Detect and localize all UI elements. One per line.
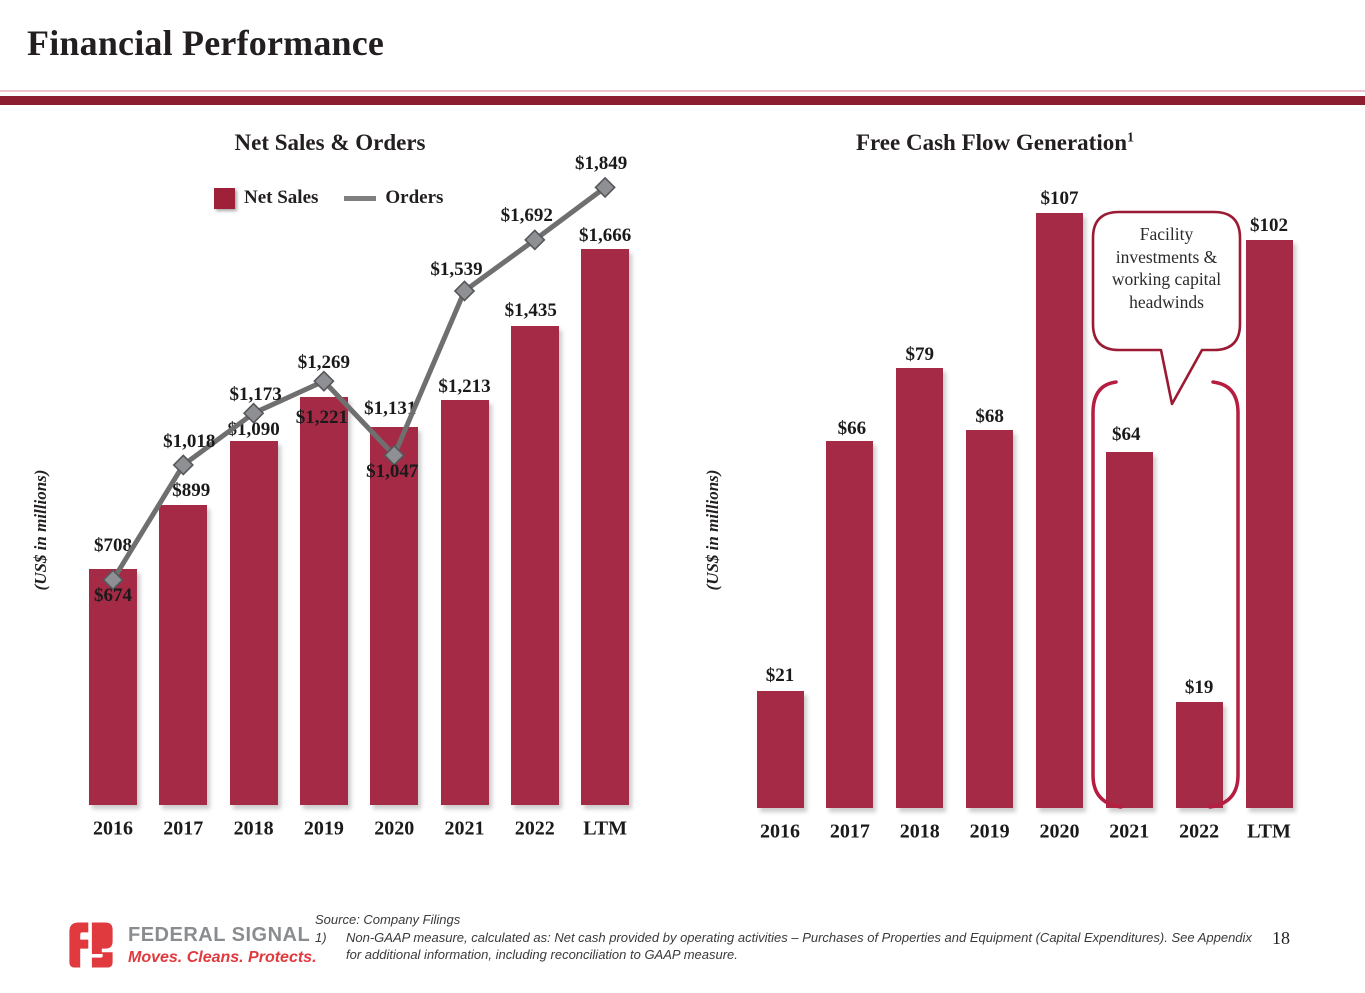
x-label-fcf-2019: 2019 [969, 820, 1010, 843]
bar-value-fcf-2019: $68 [975, 405, 1004, 427]
logo-tagline: Moves. Cleans. Protects. [128, 948, 317, 966]
bar-value-ns-2022: $1,435 [504, 299, 557, 321]
bar-fcf-2016 [756, 691, 804, 808]
x-label-fcf-LTM: LTM [1247, 820, 1291, 843]
diamond-marker-2022 [524, 229, 546, 251]
fcf-chart-title: Free Cash Flow Generation1 [755, 130, 1235, 156]
diamond-marker-2017 [172, 454, 194, 476]
bar-value-ns-2018: $1,090 [227, 418, 280, 440]
logo-text-block: FEDERAL SIGNAL Moves. Cleans. Protects. [128, 924, 317, 967]
bar-fcf-LTM [1245, 240, 1293, 808]
bar-value-ns-LTM: $1,666 [578, 224, 632, 246]
fcf-title-text: Free Cash Flow Generation [855, 130, 1128, 155]
source-line: Source: Company Filings [315, 912, 461, 927]
x-label-fcf-2021: 2021 [1109, 820, 1150, 843]
footnote-number: 1) [315, 930, 327, 945]
x-label-ns-2016: 2016 [93, 817, 133, 840]
page-number: 18 [1272, 928, 1290, 948]
net-sales-orders-chart-title: Net Sales & Orders [90, 130, 570, 156]
diamond-marker-2021 [453, 280, 476, 302]
legend-orders-label: Orders [385, 187, 444, 208]
line-value-ns-LTM: $1,849 [574, 153, 628, 175]
x-label-ns-2020: 2020 [374, 817, 415, 840]
bar-value-ns-2016: $708 [94, 534, 132, 556]
x-label-ns-2017: 2017 [163, 817, 204, 840]
bar-value-fcf-LTM: $102 [1250, 215, 1289, 237]
bar-value-fcf-2017: $66 [837, 417, 867, 439]
line-value-ns-2016: $674 [94, 584, 132, 606]
bar-ns-2020 [370, 427, 419, 805]
line-value-ns-2021: $1,539 [430, 258, 483, 280]
right-y-axis-label: (US$ in millions) [703, 469, 722, 591]
bar-fcf-2021 [1105, 451, 1153, 808]
callout-text: Facility investments & working capital h… [1111, 224, 1222, 312]
fcf-title-superscript: 1 [1127, 130, 1135, 146]
line-value-ns-2022: $1,692 [500, 204, 553, 226]
bar-ns-2016 [89, 568, 137, 805]
bar-value-ns-2021: $1,213 [438, 375, 491, 397]
x-label-fcf-2016: 2016 [760, 820, 800, 843]
bar-fcf-2022 [1175, 702, 1223, 808]
bar-fcf-2019 [966, 429, 1014, 808]
bar-value-fcf-2018: $79 [905, 344, 934, 366]
legend-net-sales-label: Net Sales [244, 187, 319, 208]
bar-value-fcf-2016: $21 [765, 665, 795, 687]
title-rule [0, 96, 1365, 105]
x-label-fcf-2017: 2017 [829, 820, 870, 843]
x-label-ns-LTM: LTM [583, 817, 627, 840]
bar-value-ns-2017: $899 [172, 479, 211, 501]
page-title: Financial Performance [27, 23, 385, 63]
bar-value-fcf-2020: $107 [1040, 187, 1079, 209]
line-value-ns-2017: $1,018 [163, 430, 216, 452]
x-label-ns-2021: 2021 [444, 817, 485, 840]
diamond-marker-2019 [313, 370, 335, 392]
bar-ns-2022 [510, 325, 559, 805]
bar-ns-2021 [440, 399, 489, 805]
line-value-ns-2018: $1,173 [229, 384, 282, 406]
bar-ns-2019 [299, 397, 348, 805]
net-sales-swatch-icon [214, 187, 235, 209]
x-label-fcf-2018: 2018 [899, 820, 940, 843]
line-value-ns-2019: $1,269 [297, 352, 351, 374]
fs-logo-mark-icon [69, 922, 113, 968]
bar-fcf-2018 [896, 368, 944, 808]
line-value-ns-2020: $1,047 [366, 461, 419, 483]
x-label-fcf-2020: 2020 [1039, 820, 1080, 843]
title-rule-light [0, 90, 1365, 92]
net-sales-orders-title-text: Net Sales & Orders [234, 130, 426, 155]
bar-value-ns-2020: $1,131 [364, 398, 417, 420]
footnote-row: 1) Non-GAAP measure, calculated as: Net … [315, 929, 1258, 963]
bar-value-fcf-2022: $19 [1184, 677, 1214, 699]
footnotes: Source: Company Filings 1) Non-GAAP meas… [315, 911, 1258, 963]
chart-legend: Net Sales Orders [214, 186, 443, 210]
footnote-text: Non-GAAP measure, calculated as: Net cas… [346, 930, 1252, 962]
x-label-ns-2022: 2022 [514, 817, 555, 840]
federal-signal-logo: FEDERAL SIGNAL Moves. Cleans. Protects. [64, 918, 317, 972]
x-label-fcf-2022: 2022 [1179, 820, 1220, 843]
x-label-ns-2019: 2019 [303, 817, 344, 840]
x-label-ns-2018: 2018 [233, 817, 274, 840]
bar-ns-LTM [581, 248, 630, 805]
bar-fcf-2020 [1035, 212, 1083, 808]
diamond-marker-LTM [594, 176, 616, 199]
orders-line-swatch-icon [344, 195, 377, 201]
left-y-axis-label: (US$ in millions) [31, 469, 50, 591]
bar-ns-2018 [229, 440, 278, 805]
bar-value-ns-2019: $1,221 [295, 407, 349, 429]
logo-company-name: FEDERAL SIGNAL [128, 923, 311, 946]
bar-ns-2017 [159, 504, 208, 805]
bar-fcf-2017 [826, 440, 874, 808]
bar-value-fcf-2021: $64 [1112, 423, 1141, 445]
